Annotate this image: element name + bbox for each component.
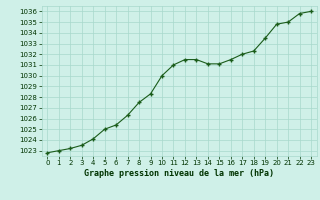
X-axis label: Graphe pression niveau de la mer (hPa): Graphe pression niveau de la mer (hPa) <box>84 169 274 178</box>
